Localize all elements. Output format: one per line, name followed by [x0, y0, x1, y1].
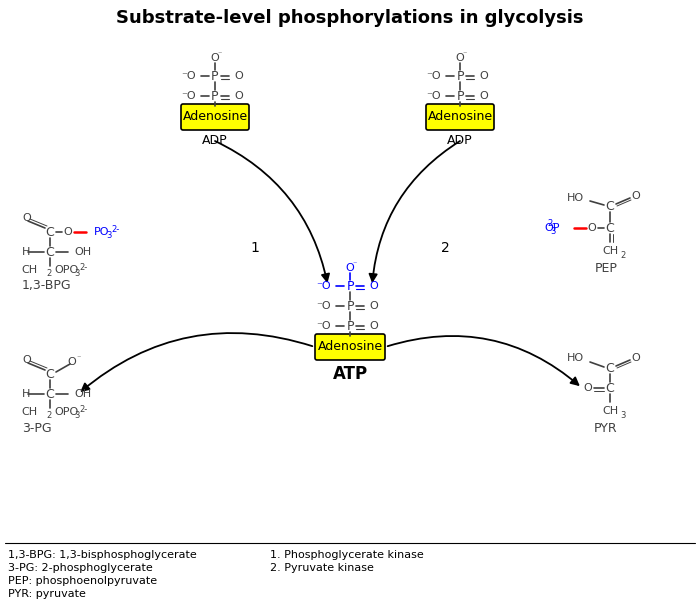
FancyArrowPatch shape	[388, 336, 578, 385]
Text: 2. Pyruvate kinase: 2. Pyruvate kinase	[270, 563, 374, 573]
Text: O: O	[234, 91, 243, 101]
Text: C: C	[46, 367, 55, 381]
Text: O: O	[234, 71, 243, 81]
Text: 2-: 2-	[547, 220, 556, 228]
Text: P: P	[346, 299, 354, 313]
Text: O: O	[479, 71, 488, 81]
Text: 3: 3	[620, 411, 626, 419]
FancyArrowPatch shape	[370, 141, 460, 282]
Text: O: O	[22, 355, 31, 365]
Text: 1,3-BPG: 1,3-bisphosphoglycerate: 1,3-BPG: 1,3-bisphosphoglycerate	[8, 550, 197, 560]
Text: Adenosine: Adenosine	[183, 111, 248, 124]
Text: CH: CH	[602, 246, 618, 256]
Text: 2-: 2-	[111, 225, 119, 234]
Text: 3-PG: 3-PG	[22, 422, 52, 435]
Text: 1. Phosphoglycerate kinase: 1. Phosphoglycerate kinase	[270, 550, 424, 560]
Text: ⁻O: ⁻O	[426, 71, 441, 81]
Text: C: C	[606, 362, 615, 375]
Text: H: H	[22, 247, 30, 257]
Text: CH: CH	[22, 265, 38, 275]
Text: PEP: phosphoenolpyruvate: PEP: phosphoenolpyruvate	[8, 576, 157, 586]
Text: ⁻: ⁻	[463, 50, 467, 59]
Text: O: O	[346, 263, 354, 273]
FancyBboxPatch shape	[181, 104, 249, 130]
FancyBboxPatch shape	[426, 104, 494, 130]
Text: O: O	[584, 383, 592, 393]
Text: ADP: ADP	[447, 133, 473, 146]
Text: Adenosine: Adenosine	[317, 340, 383, 354]
Text: 3-PG: 2-phosphoglycerate: 3-PG: 2-phosphoglycerate	[8, 563, 153, 573]
Text: 3: 3	[551, 228, 556, 236]
Text: OH: OH	[74, 389, 91, 399]
Text: PYR: pyruvate: PYR: pyruvate	[8, 589, 86, 599]
Text: C: C	[606, 381, 615, 395]
Text: P: P	[456, 70, 463, 83]
Text: CH: CH	[602, 406, 618, 416]
Text: PYR: PYR	[594, 422, 618, 435]
Text: O: O	[211, 53, 219, 63]
Text: 2-: 2-	[79, 263, 88, 272]
Text: P: P	[211, 70, 218, 83]
Text: 2: 2	[46, 411, 51, 420]
Text: OP: OP	[545, 223, 560, 233]
Text: O: O	[369, 281, 378, 291]
Text: 2: 2	[440, 241, 449, 255]
Text: 2-: 2-	[79, 405, 88, 414]
Text: C: C	[606, 200, 615, 212]
Text: 3: 3	[106, 231, 111, 241]
Text: ATP: ATP	[332, 365, 368, 383]
Text: ⁻: ⁻	[77, 354, 81, 362]
Text: O: O	[456, 53, 464, 63]
Text: ⁻O: ⁻O	[316, 321, 331, 331]
Text: 3: 3	[74, 269, 79, 278]
Text: ⁻: ⁻	[353, 259, 357, 269]
FancyArrowPatch shape	[82, 333, 312, 391]
Text: P: P	[346, 280, 354, 293]
Text: PO: PO	[94, 227, 109, 237]
Text: 1,3-BPG: 1,3-BPG	[22, 280, 71, 293]
Text: H: H	[22, 389, 30, 399]
Text: O: O	[631, 191, 640, 201]
Text: ⁻O: ⁻O	[181, 91, 196, 101]
Text: C: C	[46, 387, 55, 400]
Text: C: C	[606, 222, 615, 234]
Text: 1: 1	[251, 241, 260, 255]
Text: Substrate-level phosphorylations in glycolysis: Substrate-level phosphorylations in glyc…	[116, 9, 584, 27]
Text: O: O	[631, 353, 640, 363]
Text: OPO: OPO	[54, 407, 78, 417]
Text: P: P	[456, 89, 463, 102]
FancyArrowPatch shape	[215, 141, 329, 282]
Text: O: O	[68, 357, 76, 367]
FancyBboxPatch shape	[315, 334, 385, 360]
Text: HO: HO	[567, 193, 584, 203]
Text: P: P	[346, 319, 354, 332]
Text: O: O	[369, 321, 378, 331]
Text: P: P	[211, 89, 218, 102]
Text: 2: 2	[620, 250, 626, 259]
Text: 2: 2	[46, 269, 51, 278]
Text: HO: HO	[567, 353, 584, 363]
Text: OPO: OPO	[54, 265, 78, 275]
Text: ⁻O: ⁻O	[426, 91, 441, 101]
Text: C: C	[46, 245, 55, 258]
Text: CH: CH	[22, 407, 38, 417]
Text: Adenosine: Adenosine	[428, 111, 493, 124]
Text: ⁻O: ⁻O	[316, 281, 331, 291]
Text: O: O	[64, 227, 72, 237]
Text: O: O	[587, 223, 596, 233]
Text: ⁻: ⁻	[218, 50, 222, 59]
Text: OH: OH	[74, 247, 91, 257]
Text: ⁻O: ⁻O	[181, 71, 196, 81]
Text: C: C	[46, 225, 55, 239]
Text: ADP: ADP	[202, 133, 228, 146]
Text: O: O	[479, 91, 488, 101]
Text: O: O	[22, 213, 31, 223]
Text: 3: 3	[74, 411, 79, 420]
Text: ⁻O: ⁻O	[316, 301, 331, 311]
Text: O: O	[369, 301, 378, 311]
Text: PEP: PEP	[594, 261, 617, 275]
